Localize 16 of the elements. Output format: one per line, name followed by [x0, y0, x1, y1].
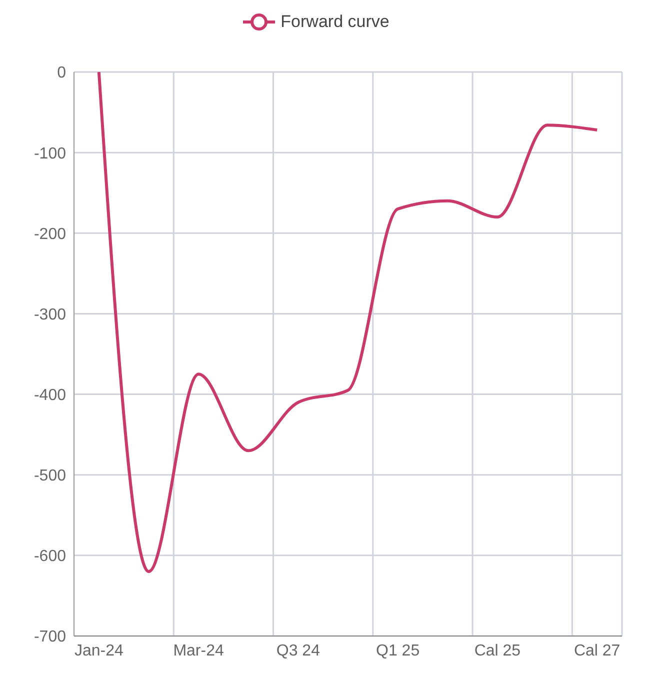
- x-tick-label: Jan-24: [74, 642, 124, 660]
- x-tick-label: Q1 25: [376, 642, 420, 660]
- y-tick-label: -100: [34, 145, 66, 162]
- line-series: [97, 72, 599, 574]
- x-tick-label: Mar-24: [173, 642, 224, 660]
- x-tick-label: Cal 25: [474, 642, 521, 660]
- y-tick-label: -700: [34, 628, 66, 646]
- x-tick-label: Cal 27: [574, 642, 620, 660]
- y-tick-label: -500: [34, 468, 66, 485]
- y-tick-label: -400: [34, 386, 66, 404]
- y-tick-label: -600: [34, 548, 66, 566]
- y-tick-label: -300: [34, 306, 66, 324]
- legend-label: Forward curve: [280, 12, 390, 32]
- y-tick-label: 0: [57, 64, 66, 82]
- y-tick-label: -200: [34, 226, 66, 243]
- x-tick-label: Q3 24: [276, 642, 320, 660]
